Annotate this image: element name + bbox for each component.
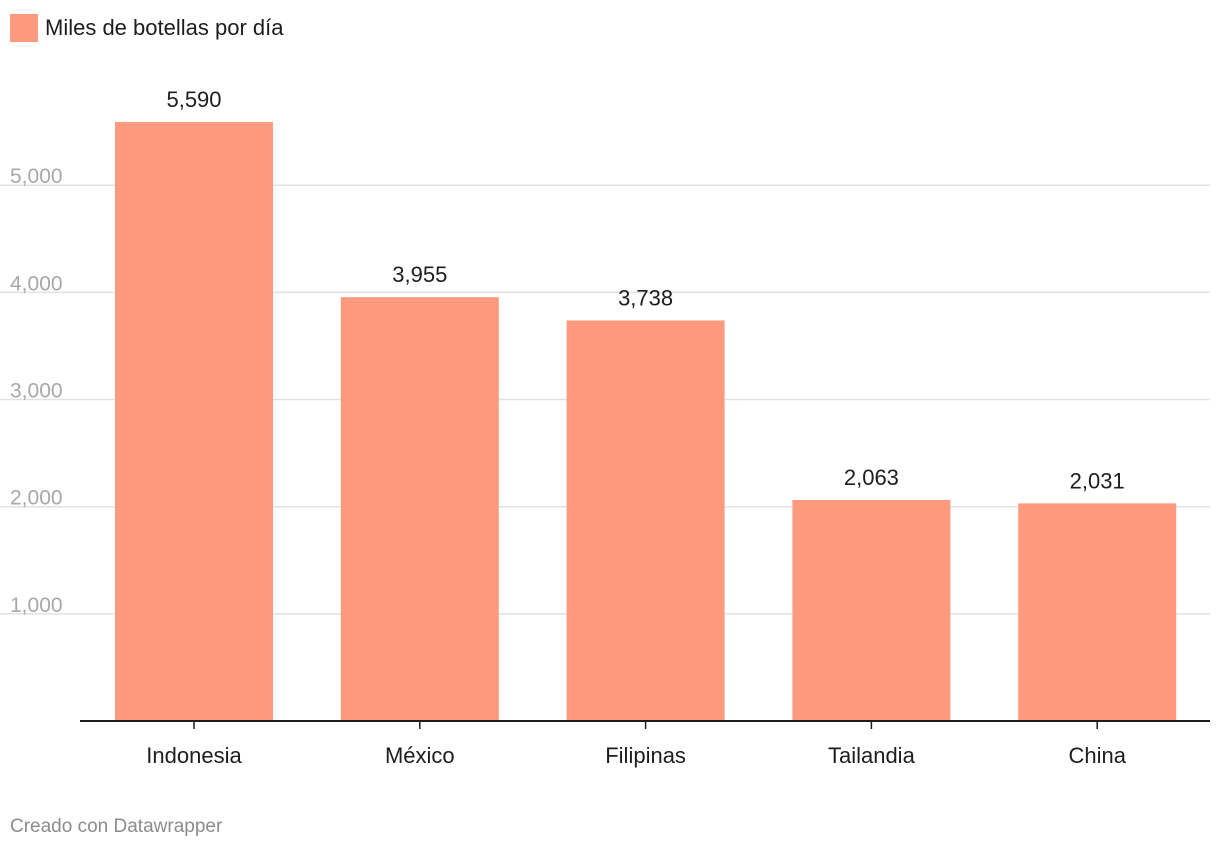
footer-credit: Creado con Datawrapper — [10, 816, 223, 837]
y-tick-label: 3,000 — [10, 380, 63, 403]
value-label: 2,063 — [844, 465, 899, 490]
value-label: 3,738 — [618, 285, 673, 310]
legend-swatch — [10, 14, 38, 42]
x-axis — [80, 720, 1210, 729]
value-label: 3,955 — [392, 262, 447, 287]
x-tick-label: Filipinas — [605, 743, 686, 768]
bars — [115, 122, 1177, 721]
x-axis-labels: Indonesia México Filipinas Tailandia China — [146, 743, 1126, 768]
x-tick-label: China — [1068, 743, 1126, 768]
legend-label: Miles de botellas por día — [45, 15, 284, 40]
value-label: 5,590 — [166, 87, 221, 112]
bar — [1018, 503, 1177, 721]
x-tick-label: Tailandia — [828, 743, 916, 768]
bar — [340, 297, 499, 721]
bar — [115, 122, 273, 721]
x-tick-label: Indonesia — [146, 743, 242, 768]
y-tick-label: 1,000 — [10, 594, 63, 617]
legend: Miles de botellas por día — [10, 13, 283, 43]
y-tick-label: 2,000 — [10, 487, 63, 510]
bar — [792, 499, 951, 721]
value-label: 2,031 — [1070, 468, 1125, 493]
x-tick-label: México — [385, 743, 455, 768]
value-labels: 5,590 3,955 3,738 2,063 2,031 — [166, 87, 1124, 493]
y-tick-label: 4,000 — [10, 272, 63, 295]
bar — [566, 320, 725, 721]
y-tick-label: 5,000 — [10, 165, 63, 188]
y-axis-ticks: 1,000 2,000 3,000 4,000 5,000 — [10, 165, 63, 617]
